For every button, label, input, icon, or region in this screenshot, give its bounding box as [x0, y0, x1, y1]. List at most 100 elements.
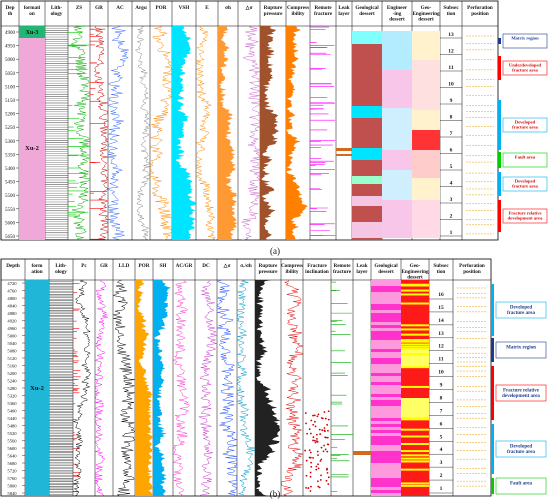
geo-eng-dessert-stripe [401, 353, 429, 356]
fracture-inclination-dot [327, 410, 330, 413]
geo-eng-dessert-stripe [401, 417, 429, 420]
fracture-inclination-dot [324, 448, 327, 451]
legend-label: Developed fracture area [507, 445, 535, 456]
depth-tick-label: 5240 [7, 379, 17, 384]
depth-tick-label: 5150 [5, 99, 16, 104]
header-depth: Depth [6, 263, 20, 269]
fracture-inclination-dot [318, 486, 321, 489]
fracture-inclination-dot [321, 429, 324, 432]
geo-dessert-segment [352, 148, 382, 160]
legend-label: Fracture relative development area [502, 389, 540, 400]
legend-box [502, 176, 548, 192]
header-geo_eng: Geo-Engineering dessert [412, 5, 439, 23]
fracture-inclination-dot [323, 411, 326, 413]
fracture-inclination-dot [312, 423, 315, 426]
geo-dessert-segment [371, 433, 401, 436]
header-sigma_ratio: σᵥ/σh [240, 263, 252, 269]
depth-tick-label: 5680 [7, 461, 17, 466]
compress-curve [281, 279, 304, 497]
geo-eng-dessert-stripe [401, 457, 429, 460]
fracture-inclination-dot [316, 433, 318, 436]
header-perforation: Perforation position [459, 263, 485, 275]
geo-dessert-segment [352, 106, 382, 118]
geo-dessert-segment [371, 307, 401, 310]
geo-dessert-segment [371, 442, 401, 445]
geo-dessert-segment [371, 355, 401, 358]
geo-dessert-segment [371, 394, 401, 397]
fracture-inclination-dot [310, 465, 313, 468]
fracture-inclination-dot [309, 432, 312, 435]
fracture-inclination-dot [319, 460, 322, 462]
geo-dessert-segment [352, 196, 382, 206]
legend-box [495, 301, 547, 319]
geo-dessert-segment [371, 469, 401, 472]
geo-eng-dessert-stripe [401, 428, 429, 431]
legend-bar [491, 366, 494, 420]
geo-dessert-segment [371, 454, 401, 457]
geo-dessert-segment [371, 418, 401, 421]
header-sigma_h: σh [225, 5, 231, 11]
geo-dessert-segment [371, 385, 401, 388]
depth-tick-label: 5500 [5, 194, 16, 199]
geo-dessert-segment [371, 436, 401, 439]
header-rupture: Rupture pressure [259, 263, 279, 275]
fracture-inclination-dot [304, 449, 307, 452]
geo-dessert-segment [371, 463, 401, 466]
geo-eng-dessert-segment [412, 200, 440, 238]
geo-eng-dessert-stripe [401, 366, 429, 369]
por-fill [135, 280, 154, 496]
depth-tick-label: 5650 [5, 235, 16, 240]
depth-tick-label: 4880 [7, 311, 17, 316]
geo-dessert-segment [371, 379, 401, 382]
geo-dessert-segment [371, 451, 401, 454]
subsection-number: 6 [450, 148, 453, 154]
subsection-number: 8 [450, 115, 453, 121]
legend-bar [498, 38, 501, 44]
header-perforation: Perforation position [467, 5, 493, 17]
geo-dessert-segment [371, 298, 401, 301]
geo-dessert-segment [371, 370, 401, 373]
subsection-number: 14 [438, 318, 444, 324]
rupture-fill [255, 280, 281, 496]
fracture-inclination-dot [309, 471, 312, 474]
fracture-inclination-dot [327, 443, 330, 446]
fracture-inclination-dot [313, 439, 316, 442]
e-curve [195, 25, 217, 241]
sh-fill [153, 280, 171, 496]
depth-tick-label: 5600 [7, 446, 17, 451]
depth-tick-label: 5600 [5, 221, 16, 226]
fracture-inclination-dot [326, 423, 329, 426]
legend-box [502, 60, 548, 76]
geo-eng-dessert-stripe [401, 482, 429, 485]
subsection-number: 12 [438, 344, 444, 350]
geo-dessert-segment [371, 376, 401, 379]
geo-dessert-segment [371, 475, 401, 478]
geo-dessert-segment [371, 304, 401, 307]
legend-box [502, 152, 548, 168]
legend-label: Developed fracture area [507, 306, 535, 317]
delta-sigma-curve [241, 25, 261, 241]
geo-dessert-segment [371, 349, 401, 352]
gr-curve [94, 25, 109, 241]
geo-dessert-segment [352, 176, 382, 184]
fracture-inclination-dot [312, 414, 314, 417]
fracture-inclination-dot [309, 456, 312, 459]
geo-dessert-segment [371, 337, 401, 340]
geo-eng-dessert-stripe [401, 333, 429, 336]
fracture-inclination-dot [317, 463, 319, 466]
geo-dessert-segment [371, 478, 401, 481]
geo-eng-dessert-segment [412, 60, 440, 110]
subsection-number: 1 [450, 230, 453, 236]
legend-label: Underdeveloped fracture area [509, 63, 542, 73]
subsection-number: 1 [440, 486, 443, 492]
formation-xu2-label: Xu-2 [30, 385, 44, 392]
fracture-inclination-dot [326, 436, 329, 439]
header-lithology: Lith-ology [51, 5, 63, 17]
fracture-inclination-dot [317, 467, 320, 470]
geo-eng-dessert-stripe [401, 328, 429, 331]
geo-dessert-segment [371, 334, 401, 337]
geo-eng-dessert-segment [412, 110, 440, 130]
subsection-number: 10 [448, 82, 454, 88]
subsection-number: 3 [450, 197, 453, 203]
